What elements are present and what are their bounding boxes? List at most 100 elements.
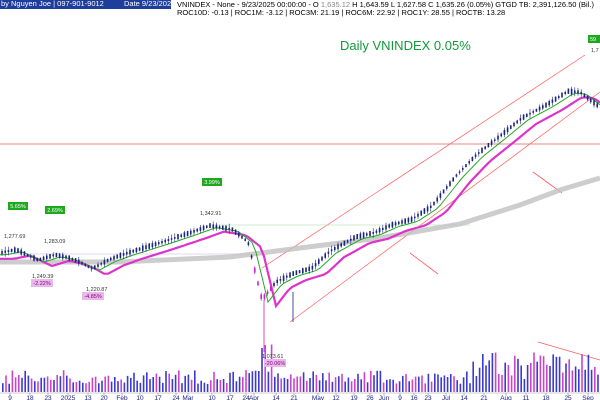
price-body <box>388 224 390 228</box>
price-body <box>436 197 438 202</box>
price-body <box>433 201 435 206</box>
price-body <box>215 224 218 229</box>
price-body <box>330 249 333 252</box>
price-body <box>170 238 173 240</box>
price-body <box>276 279 278 284</box>
price-body <box>90 267 93 270</box>
price-body <box>532 111 534 113</box>
price-body <box>20 249 22 255</box>
price-body <box>468 161 470 164</box>
x-tick-label: Mar <box>182 395 194 400</box>
price-body <box>26 254 29 257</box>
volume-bar <box>200 380 202 392</box>
price-body <box>190 230 192 235</box>
volume-bar <box>53 380 55 392</box>
price-body <box>298 270 301 274</box>
price-body <box>7 250 10 253</box>
volume-bar <box>213 371 215 392</box>
price-body <box>580 91 582 94</box>
volume-bar <box>312 371 314 392</box>
volume-bar <box>558 356 561 392</box>
price-body <box>100 263 102 265</box>
volume-bar <box>549 365 551 392</box>
price-body <box>369 231 371 237</box>
volume-bar <box>110 381 113 392</box>
price-body <box>46 255 48 259</box>
price-body <box>522 114 525 120</box>
price-body <box>282 275 285 281</box>
price-body <box>414 216 416 219</box>
price-body <box>266 291 269 295</box>
x-tick-label: May <box>312 395 325 400</box>
volume-bar <box>85 383 87 392</box>
channel-upper-line <box>261 54 586 269</box>
volume-bar <box>363 372 366 392</box>
price-body <box>247 242 250 245</box>
volume-bar <box>267 371 270 392</box>
price-body <box>519 118 522 121</box>
volume-bar <box>331 381 334 392</box>
x-tick-label: 14 <box>272 395 280 400</box>
volume-bar <box>171 379 174 392</box>
price-body <box>516 120 518 124</box>
volume-bar <box>360 379 362 392</box>
volume-bar <box>34 381 36 392</box>
high-roc-label: 3.99% <box>204 180 220 186</box>
price-body <box>273 282 275 287</box>
volume-bar <box>174 374 177 392</box>
price-body <box>206 225 208 228</box>
volume-bar <box>283 377 286 392</box>
channel-lower-line <box>289 91 600 323</box>
price-body <box>154 242 157 246</box>
volume-bar <box>437 374 439 392</box>
x-tick-label: 10 <box>208 395 216 400</box>
volume-bar <box>517 358 519 392</box>
volume-bar <box>542 356 545 392</box>
volume-bar <box>341 373 343 392</box>
volume-bar <box>555 356 558 392</box>
volume-bar <box>296 376 298 392</box>
volume-bar <box>536 361 538 392</box>
price-body <box>465 164 467 168</box>
price-body <box>234 229 237 235</box>
volume-bar <box>373 375 375 392</box>
price-body <box>14 247 16 253</box>
price-body <box>318 259 320 264</box>
price-body <box>222 225 224 230</box>
price-body <box>314 263 317 267</box>
volume-bar <box>43 377 46 392</box>
volume-bar <box>181 383 183 392</box>
volume-bar <box>98 383 100 392</box>
x-tick-label: 12 <box>332 395 340 400</box>
x-tick-label: 11 <box>523 395 530 400</box>
price-body <box>462 168 464 170</box>
volume-bar <box>8 383 10 392</box>
volume-trend-line <box>537 341 600 361</box>
volume-bar <box>546 364 548 392</box>
volume-bar <box>229 372 231 392</box>
x-tick-label: 18 <box>26 395 34 400</box>
volume-bar <box>101 380 103 392</box>
price-body <box>231 227 234 232</box>
volume-bar <box>414 376 417 392</box>
volume-bar <box>453 376 455 392</box>
price-body <box>260 294 262 300</box>
price-body <box>417 213 419 217</box>
volume-bar <box>56 375 58 392</box>
price-body <box>74 258 77 263</box>
volume-bar <box>411 379 414 392</box>
x-tick-label: 9 <box>398 395 402 400</box>
volume-bar <box>194 370 196 392</box>
x-tick-label: Sep <box>582 395 594 400</box>
volume-bar <box>421 375 423 392</box>
price-body <box>4 250 6 253</box>
volume-bar <box>210 380 212 392</box>
price-body <box>593 100 595 106</box>
volume-bar <box>117 381 119 392</box>
x-tick-label: 17 <box>154 395 162 400</box>
volume-bar <box>299 376 302 392</box>
volume-bar <box>590 369 593 392</box>
price-body <box>340 243 342 247</box>
volume-bar <box>523 379 526 392</box>
ma-mid-line <box>0 96 600 309</box>
